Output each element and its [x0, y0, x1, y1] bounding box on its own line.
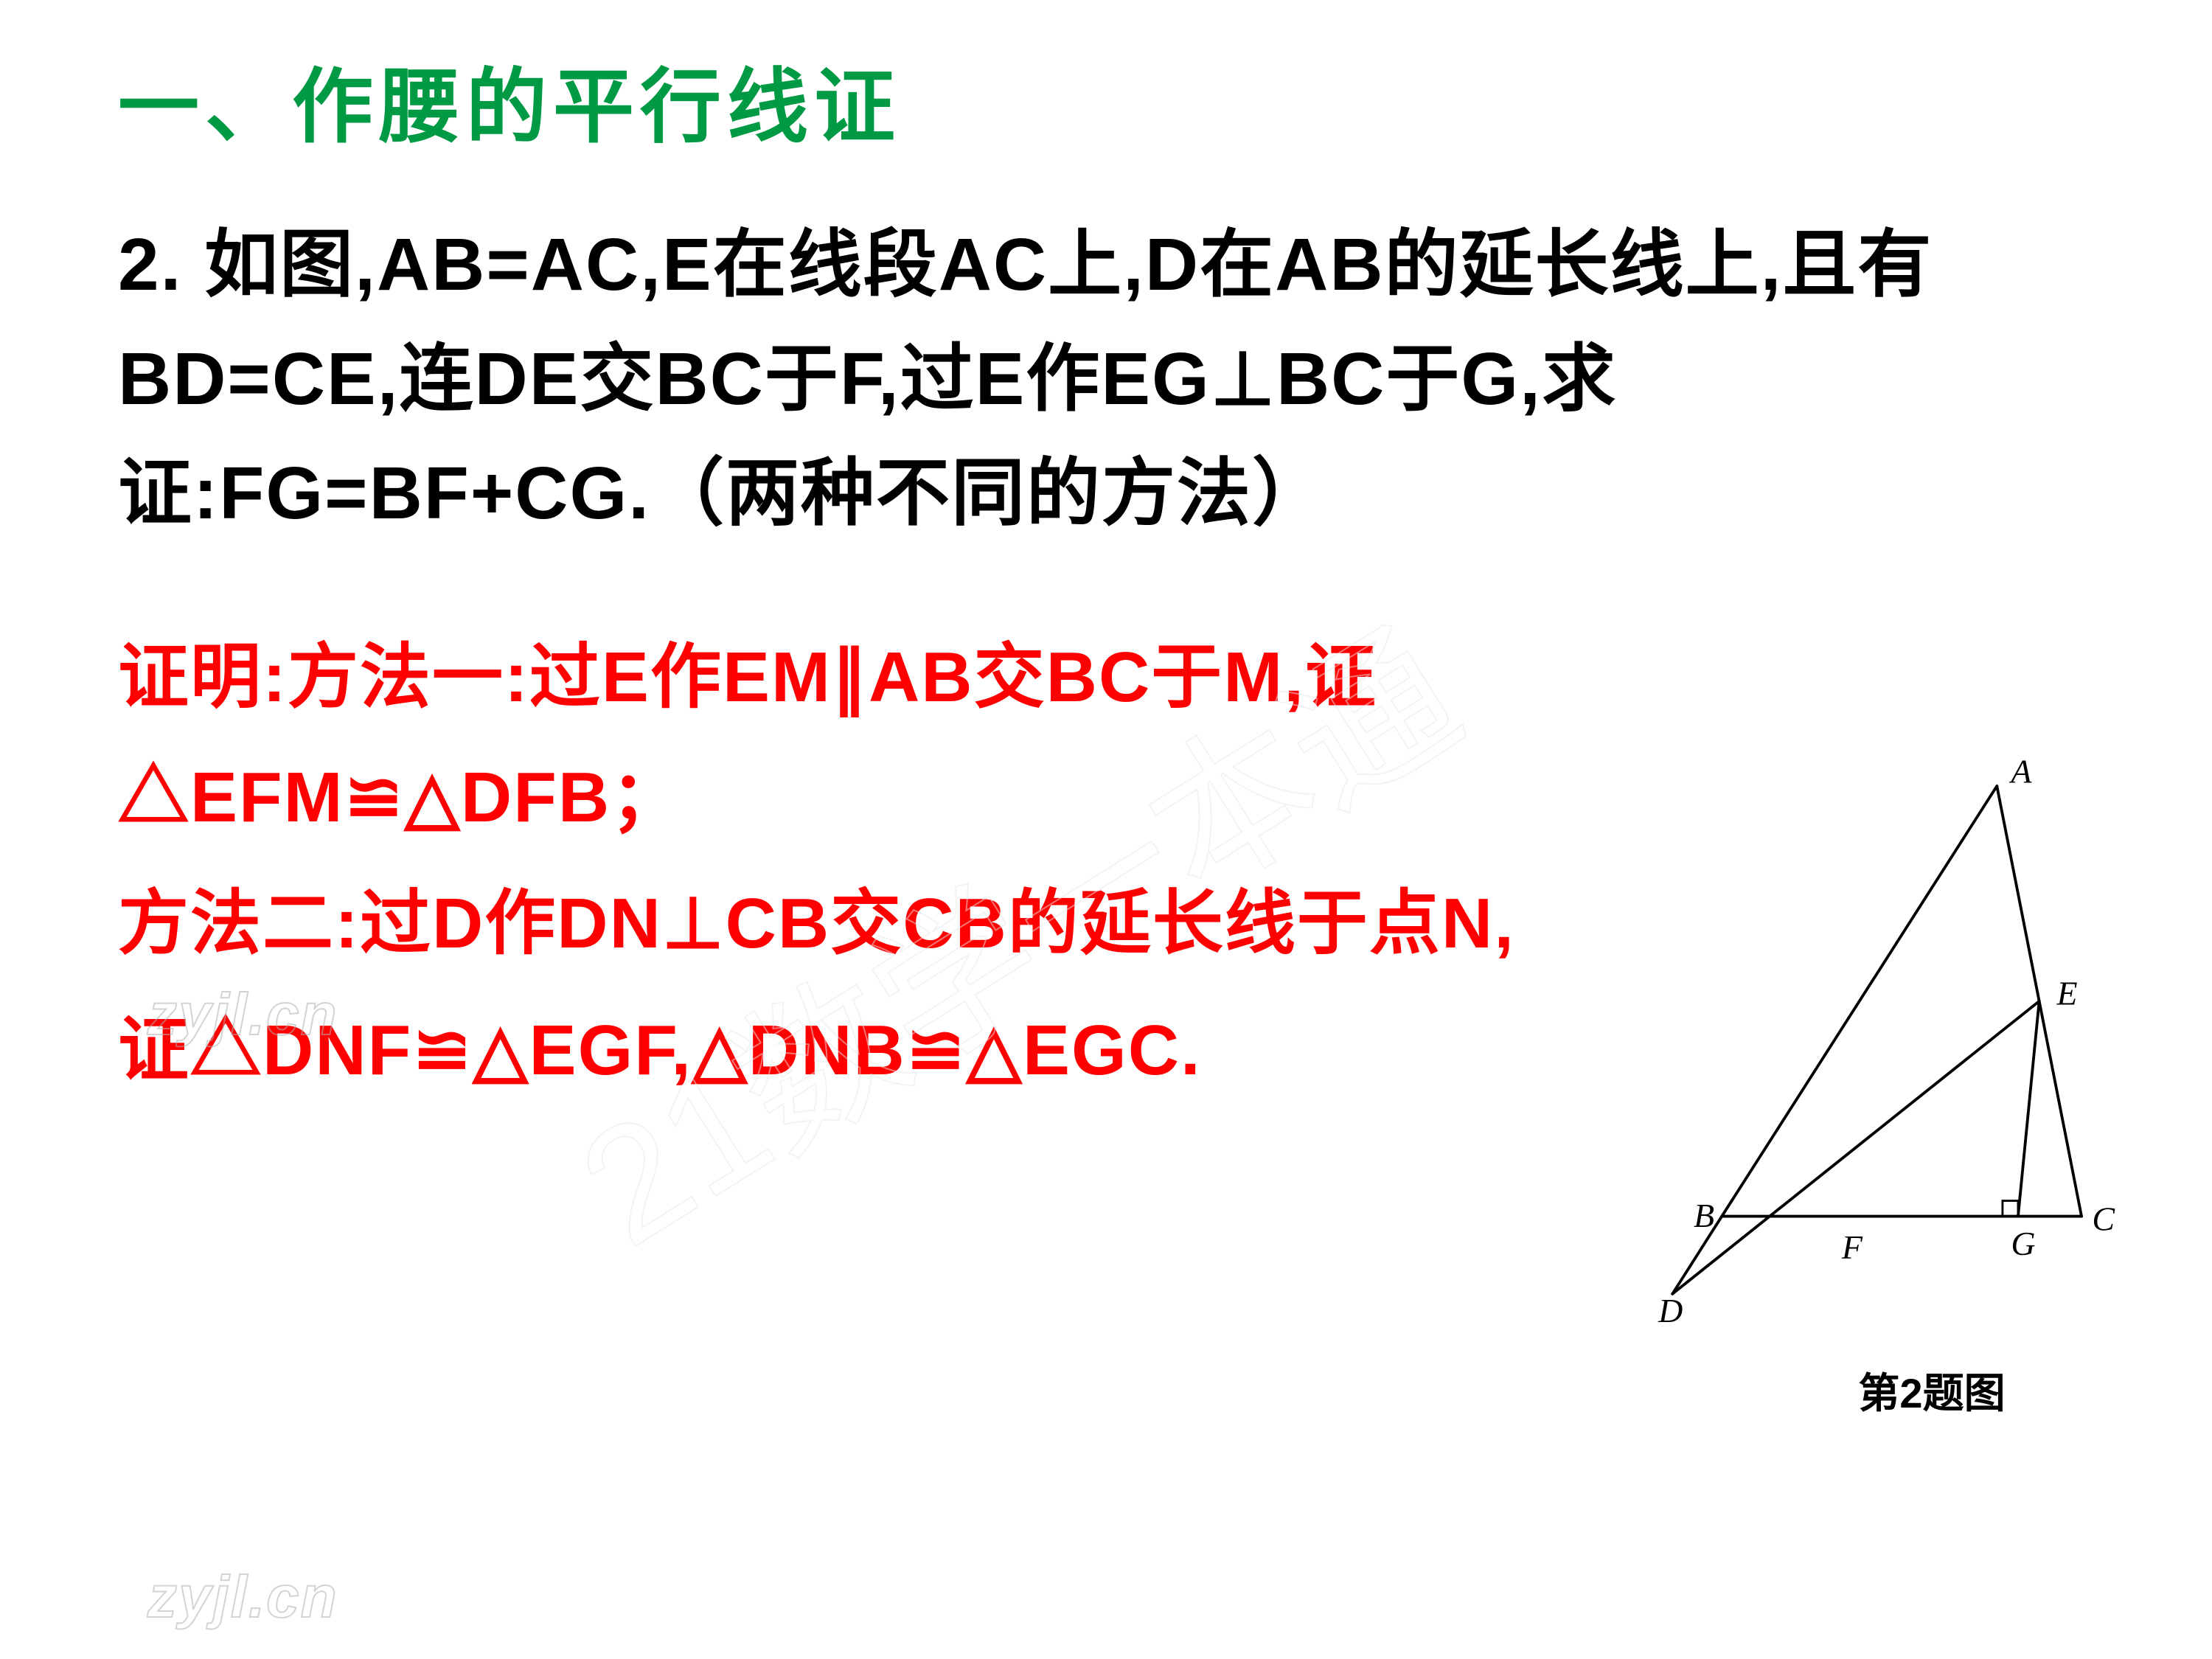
svg-text:D: D	[1658, 1292, 1683, 1329]
proof-line: 证明:方法一:过E作EM∥AB交BC于M,证△EFM≌△DFB；	[118, 617, 1593, 858]
diagram-svg: A B C E G F D	[1644, 745, 2131, 1349]
svg-text:A: A	[2008, 752, 2032, 790]
slide: 一、作腰的平行线证 2. 如图,AB=AC,E在线段AC上,D在AB的延长线上,…	[0, 0, 2212, 1659]
geometry-diagram: A B C E G F D 第2题图	[1644, 745, 2131, 1420]
svg-text:E: E	[2056, 975, 2078, 1012]
proof-block: 证明:方法一:过E作EM∥AB交BC于M,证△EFM≌△DFB； 方法二:过D作…	[118, 617, 1593, 1110]
svg-text:C: C	[2092, 1200, 2115, 1238]
svg-text:G: G	[2011, 1225, 2035, 1262]
section-heading: 一、作腰的平行线证	[118, 59, 2124, 156]
proof-line: 证△DNF≌△EGF,△DNB≌△EGC.	[118, 990, 1593, 1110]
proof-line: 方法二:过D作DN⊥CB交CB的延长线于点N,	[118, 863, 1593, 984]
diagram-caption: 第2题图	[1733, 1360, 2131, 1420]
svg-text:F: F	[1841, 1228, 1863, 1266]
problem-statement: 2. 如图,AB=AC,E在线段AC上,D在AB的延长线上,且有BD=CE,连D…	[118, 208, 2124, 551]
svg-text:B: B	[1694, 1197, 1714, 1234]
